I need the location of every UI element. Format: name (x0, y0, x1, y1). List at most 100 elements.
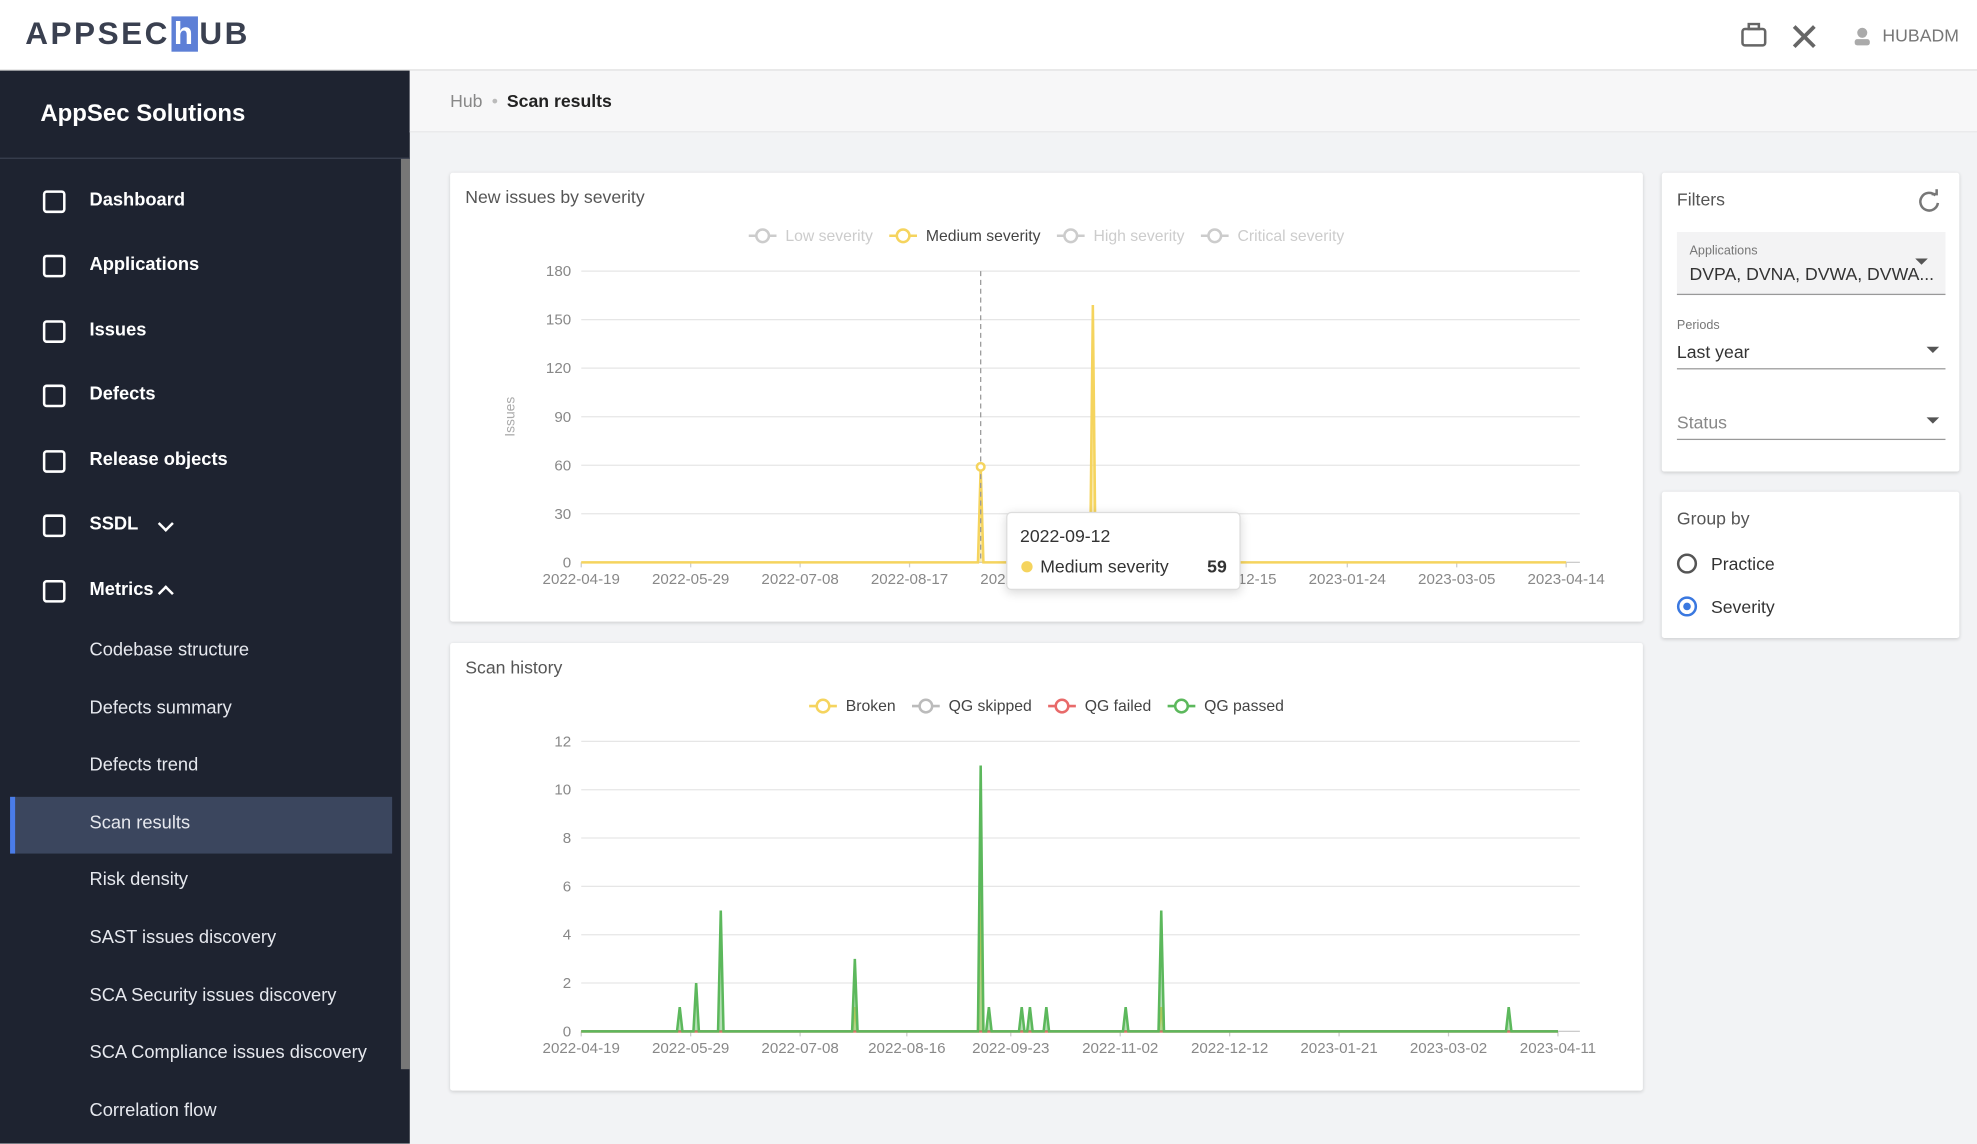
separator (0, 157, 410, 159)
radio[interactable] (1676, 553, 1698, 574)
filters-card: Filters Applications DVPA, DVNA, DVWA, D… (1661, 172, 1960, 472)
y-tick-label: 0 (563, 554, 571, 571)
x-tick-label: 2023-04-14 (1527, 571, 1604, 588)
x-tick-label: 2023-04-11 (1520, 1040, 1596, 1057)
chart-title: New issues by severity (465, 187, 645, 207)
submenu-item[interactable]: Scan results (89, 812, 191, 834)
legend-item[interactable]: Critical severity (1200, 228, 1344, 245)
logo-left: APPSEC (25, 16, 170, 52)
x-tick-label: 2023-03-05 (1418, 571, 1495, 588)
nav-item[interactable]: SSDL (89, 514, 139, 535)
legend-item[interactable]: Broken (809, 698, 896, 715)
legend-label: High severity (1093, 228, 1184, 245)
user-name[interactable]: HUBADM (1882, 25, 1959, 46)
tools-icon[interactable] (1790, 23, 1818, 51)
x-tick-label: 2022-08-17 (871, 571, 948, 588)
legend-label: Critical severity (1237, 228, 1344, 245)
nav-item[interactable]: Issues (89, 320, 147, 341)
y-tick-label: 12 (554, 733, 571, 750)
submenu-item[interactable]: Codebase structure (89, 640, 250, 661)
reset-icon[interactable] (1916, 189, 1941, 214)
legend-item[interactable]: High severity (1056, 228, 1185, 245)
legend-item[interactable]: Medium severity (889, 228, 1041, 245)
legend-item[interactable]: Low severity (748, 228, 873, 245)
briefcase-icon[interactable] (1740, 22, 1768, 48)
radio-label[interactable]: Practice (1710, 553, 1775, 574)
legend-marker (1173, 698, 1190, 714)
user-icon (1854, 27, 1870, 46)
nav-item[interactable]: Release objects (89, 450, 228, 471)
field-value: DVPA, DVNA, DVWA, DVWA... (1689, 263, 1935, 284)
breadcrumb: Hub • Scan results (409, 70, 1977, 133)
x-tick-label: 2022-12-12 (1191, 1040, 1268, 1057)
nav-item[interactable]: Applications (89, 254, 200, 275)
chevron (157, 515, 174, 532)
nav-icon (42, 320, 66, 343)
submenu-item[interactable]: SCA Compliance issues discovery (89, 1042, 367, 1064)
field-label: Periods (1676, 318, 1720, 333)
submenu-item[interactable]: SAST issues discovery (89, 927, 277, 949)
tooltip-dot (1021, 561, 1033, 573)
legend-marker (1207, 228, 1223, 244)
series-area (581, 886, 1558, 1032)
radio-selected[interactable] (1676, 596, 1698, 617)
tooltip: 2022-09-12 Medium severity 59 (1006, 511, 1241, 591)
legend-marker (895, 228, 911, 244)
submenu-item[interactable]: Defects summary (89, 697, 232, 719)
tooltip-series: Medium severity (1040, 556, 1169, 577)
y-tick-label: 0 (563, 1023, 571, 1040)
y-tick-label: 6 (563, 878, 571, 895)
logo[interactable]: APPSEC h UB (25, 16, 250, 53)
dropdown-arrow (1926, 417, 1940, 430)
underline (1676, 438, 1946, 441)
y-tick-label: 180 (546, 263, 571, 280)
filters-title: Filters (1676, 189, 1725, 210)
y-tick-label: 4 (563, 927, 571, 944)
group-by-card: Group by Practice Severity (1661, 491, 1960, 638)
chart: Scan history 0 2 4 6 8 10 12 2022-04-19 2022-05-2… (465, 657, 1596, 1057)
crumb-sep: • (491, 90, 498, 111)
x-tick-label: 2022-04-19 (543, 571, 620, 588)
underline (1676, 368, 1946, 370)
x-tick-label: 2022-07-08 (761, 1040, 838, 1057)
legend-marker (755, 228, 771, 244)
group-by-title: Group by (1676, 508, 1750, 529)
y-tick-label: 150 (546, 312, 571, 329)
x-tick-label: 2022-07-08 (761, 571, 838, 588)
legend-item[interactable]: QG skipped (912, 698, 1032, 715)
nav-item[interactable]: Metrics (89, 579, 154, 601)
crumb-link[interactable]: Hub (450, 90, 483, 111)
y-tick-label: 10 (554, 782, 571, 799)
y-tick-label: 2 (563, 975, 571, 992)
x-tick-label: 2023-01-24 (1309, 571, 1386, 588)
nav-item[interactable]: Defects (89, 384, 156, 405)
scrollbar (400, 158, 410, 1070)
chart-title: Scan history (465, 657, 562, 677)
submenu-item[interactable]: Defects trend (89, 755, 199, 776)
nav-item[interactable]: Dashboard (89, 190, 186, 211)
nav-icon (42, 254, 66, 278)
field-value[interactable]: Last year (1676, 341, 1750, 362)
tooltip-date: 2022-09-12 (1020, 525, 1111, 546)
field-placeholder[interactable]: Status (1676, 412, 1727, 433)
y-tick-label: 90 (554, 409, 571, 426)
legend-item[interactable]: QG failed (1048, 698, 1151, 715)
submenu-item[interactable]: SCA Security issues discovery (89, 985, 337, 1006)
legend-marker (1054, 698, 1070, 714)
nav-icon (42, 514, 66, 538)
legend-marker (918, 698, 934, 714)
legend-marker (815, 698, 831, 714)
applications-select[interactable]: Applications DVPA, DVNA, DVWA, DVWA... (1676, 231, 1946, 296)
nav-icon (42, 190, 66, 214)
nav-icon (42, 579, 66, 603)
logo-mark: h (171, 16, 199, 52)
submenu-item[interactable]: Risk density (89, 870, 189, 891)
legend-label: QG skipped (949, 698, 1032, 715)
y-tick-label: 120 (546, 360, 571, 377)
legend-item[interactable]: QG passed (1167, 698, 1284, 715)
y-tick-label: 30 (554, 506, 571, 523)
radio-label[interactable]: Severity (1710, 596, 1775, 617)
submenu-item[interactable]: Correlation flow (89, 1100, 217, 1121)
dropdown-arrow (1926, 346, 1940, 360)
